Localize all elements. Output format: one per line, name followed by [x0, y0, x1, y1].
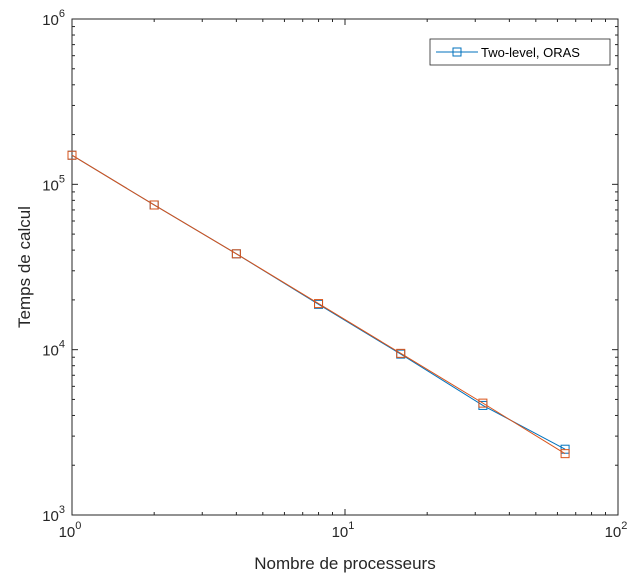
data-point	[396, 348, 406, 358]
x-tick-label: 102	[605, 520, 628, 541]
data-point	[231, 249, 241, 259]
series-line	[71, 154, 566, 455]
x-axis-label: Nombre de processeurs	[254, 554, 435, 573]
data-point	[67, 150, 77, 160]
x-tick-label: 100	[59, 520, 82, 541]
y-axis-ticks: 103 104 105 106	[42, 8, 618, 525]
data-point	[149, 200, 159, 210]
y-tick-label: 106	[42, 8, 65, 29]
data-point	[560, 449, 570, 459]
x-tick-label: 101	[332, 520, 355, 541]
y-tick-label: 103	[42, 504, 65, 525]
y-tick-label: 105	[42, 173, 65, 194]
legend-entry-label: Two-level, ORAS	[481, 45, 580, 60]
x-axis-ticks: 100 101 102	[59, 19, 628, 541]
y-tick-label: 104	[42, 339, 65, 360]
series-2	[67, 150, 570, 459]
legend-square-marker	[452, 47, 462, 57]
plot-area	[71, 18, 619, 516]
series-layer	[67, 150, 570, 459]
y-axis-label: Temps de calcul	[15, 206, 34, 328]
legend: Two-level, ORAS	[429, 38, 611, 66]
data-point	[478, 398, 488, 408]
data-point	[314, 299, 324, 309]
